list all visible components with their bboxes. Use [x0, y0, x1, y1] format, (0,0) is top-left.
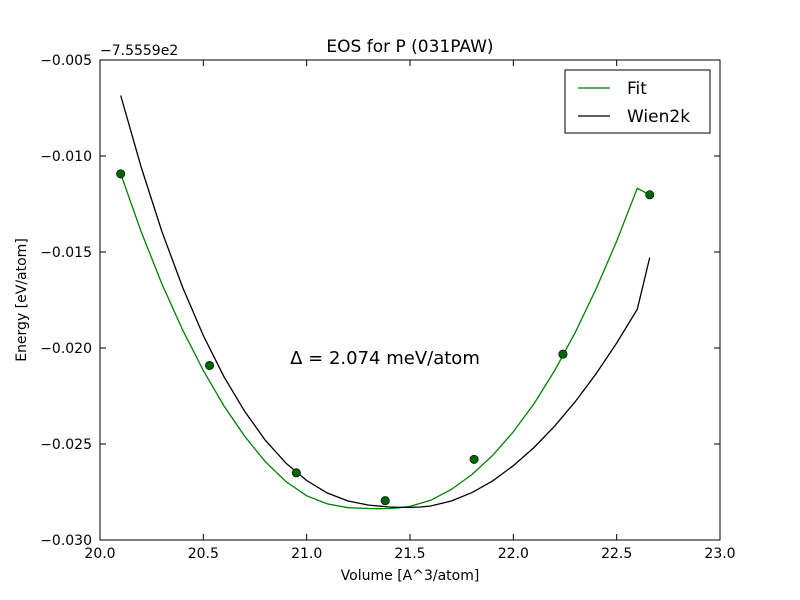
chart-title: EOS for P (031PAW) — [326, 37, 493, 57]
legend: Fit Wien2k — [564, 69, 711, 134]
x-tick-label: 22.0 — [498, 546, 529, 562]
data-points — [116, 169, 655, 506]
x-tick-label: 21.0 — [291, 546, 322, 562]
y-tick-label: −0.030 — [40, 533, 92, 549]
y-offset-label: −7.5559e2 — [100, 43, 178, 59]
y-tick-label: −0.020 — [40, 341, 92, 357]
x-tick-label: 23.0 — [704, 546, 735, 562]
data-point — [645, 190, 655, 200]
y-axis-label: Energy [eV/atom] — [14, 238, 30, 362]
legend-fit-label: Fit — [627, 79, 647, 99]
data-point — [558, 349, 568, 359]
data-point — [380, 496, 390, 506]
data-point — [116, 169, 126, 179]
x-tick-label: 20.5 — [188, 546, 219, 562]
data-point — [469, 454, 479, 464]
y-tick-label: −0.010 — [40, 149, 92, 165]
delta-annotation: Δ = 2.074 meV/atom — [290, 348, 480, 369]
y-tick-label: −0.025 — [40, 437, 92, 453]
x-tick-label: 21.5 — [394, 546, 425, 562]
y-ticks: −0.030 −0.025 −0.020 −0.015 −0.010 −0.005 — [40, 53, 720, 549]
x-axis-label: Volume [A^3/atom] — [341, 568, 480, 584]
y-tick-label: −0.015 — [40, 245, 92, 261]
data-point — [205, 360, 215, 370]
x-tick-label: 22.5 — [601, 546, 632, 562]
legend-box — [564, 69, 711, 134]
legend-wien2k-label: Wien2k — [627, 107, 690, 127]
plot-frame — [99, 59, 721, 541]
series-line-wien2k — [120, 95, 651, 509]
x-tick-label: 20.0 — [84, 546, 115, 562]
data-point — [291, 468, 301, 478]
x-ticks: 20.0 20.5 21.0 21.5 22.0 22.5 23.0 — [84, 60, 736, 562]
y-tick-label: −0.005 — [40, 53, 92, 69]
